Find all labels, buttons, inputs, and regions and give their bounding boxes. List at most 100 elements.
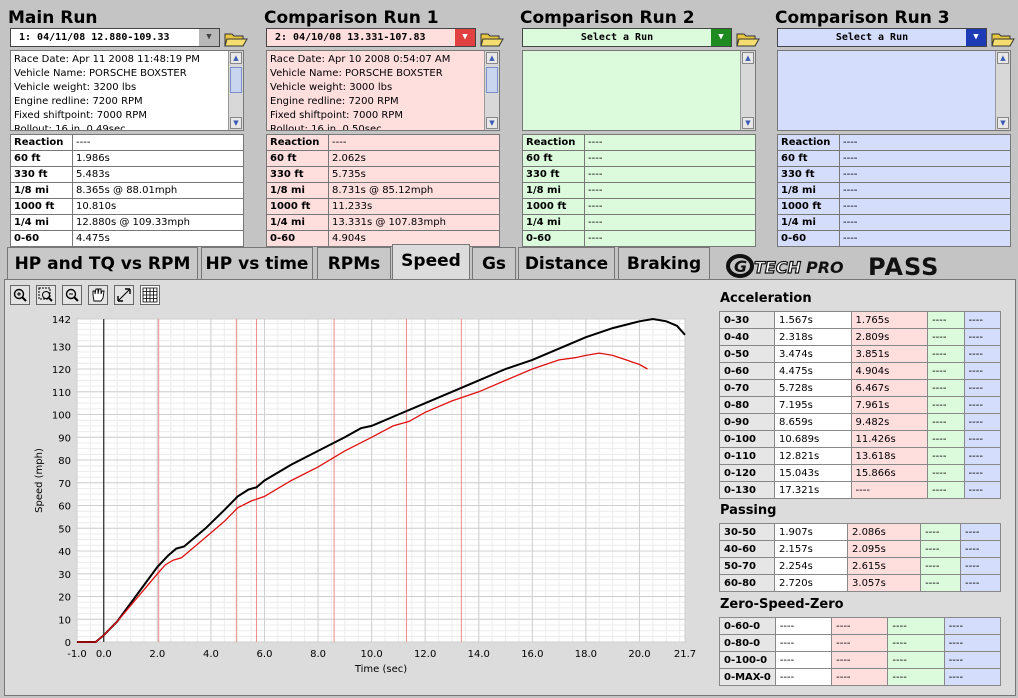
tab-rpms[interactable]: RPMs	[317, 247, 391, 280]
run-info-box-0[interactable]: Race Date: Apr 11 2008 11:48:19 PM Vehicl…	[10, 50, 244, 131]
run-selector-0[interactable]: 1: 04/11/08 12.880-109.33 ▼	[10, 28, 220, 47]
split-value: ----	[963, 396, 1002, 414]
scroll-down-icon[interactable]: ▼	[486, 117, 498, 129]
split-value: ----	[927, 396, 965, 414]
metric-value: 1.986s	[72, 150, 244, 167]
metric-value: ----	[584, 166, 756, 183]
run-title-0: Main Run	[8, 8, 98, 28]
run-info-box-2[interactable]: ▲ ▼	[522, 50, 756, 131]
split-value: 12.821s	[774, 447, 852, 465]
x-tick-label: 4.0	[203, 649, 219, 660]
table-row: 0-50 3.474s 3.851s ---- ----	[719, 345, 1002, 363]
open-folder-icon[interactable]	[736, 31, 760, 47]
table-row: 0-MAX-0 ---- ---- ---- ----	[719, 668, 1002, 686]
metric-value: ----	[839, 166, 1011, 183]
tab-hp-and-tq-vs-rpm[interactable]: HP and TQ vs RPM	[7, 247, 198, 280]
pan-hand-icon[interactable]	[88, 285, 108, 305]
y-tick-label: 20	[58, 593, 71, 604]
scroll-down-icon[interactable]: ▼	[997, 117, 1009, 129]
run-selector-3[interactable]: Select a Run ▼	[777, 28, 987, 47]
x-tick-label: 18.0	[575, 649, 597, 660]
table-row: 50-70 2.254s 2.615s ---- ----	[719, 557, 1001, 575]
open-folder-icon[interactable]	[480, 31, 504, 47]
gtech-pass-logo: G TECH PRO PASS	[718, 252, 1000, 281]
metric-row: 60 ft 1.986s	[10, 150, 244, 167]
metric-row: 330 ft ----	[522, 166, 756, 183]
metric-row: 60 ft 2.062s	[266, 150, 500, 167]
chevron-down-icon[interactable]: ▼	[455, 29, 475, 46]
y-tick-label: 120	[52, 365, 71, 376]
table-row: 0-90 8.659s 9.482s ---- ----	[719, 413, 1002, 431]
split-value: ----	[927, 345, 965, 363]
split-value: ----	[927, 413, 965, 431]
metric-row: 1/4 mi ----	[777, 214, 1011, 231]
y-tick-label: 50	[58, 524, 71, 535]
metric-value: ----	[839, 182, 1011, 199]
run-info-scrollbar[interactable]: ▲ ▼	[484, 51, 499, 130]
scroll-thumb[interactable]	[230, 67, 242, 93]
plot-area[interactable]	[76, 318, 686, 643]
metric-value: ----	[584, 198, 756, 215]
tab-hp-vs-time[interactable]: HP vs time	[201, 247, 313, 280]
fit-icon[interactable]	[114, 285, 134, 305]
acceleration-table: 0-30 1.567s 1.765s ---- ---- 0-40 2.318s 2.809s…	[719, 311, 1002, 499]
split-label: 0-70	[719, 379, 775, 397]
split-label: 0-MAX-0	[719, 668, 776, 686]
metric-value: 2.062s	[328, 150, 500, 167]
run-info-line: Race Date: Apr 11 2008 11:48:19 PM	[14, 54, 200, 65]
logo-graphic: G TECH PRO PASS	[726, 253, 938, 281]
logo-g-ring	[726, 254, 754, 278]
scroll-thumb[interactable]	[486, 67, 498, 93]
split-value: ----	[887, 668, 945, 686]
grid-icon[interactable]	[140, 285, 160, 305]
chevron-down-icon[interactable]: ▼	[711, 29, 731, 46]
tab-gs[interactable]: Gs	[472, 247, 516, 280]
split-value: 7.195s	[774, 396, 852, 414]
run-info-line: Vehicle weight: 3200 lbs	[14, 82, 137, 93]
split-value: ----	[960, 557, 1001, 575]
split-value: 11.426s	[850, 430, 929, 448]
chevron-down-icon[interactable]: ▼	[199, 29, 219, 46]
split-label: 0-60	[719, 362, 775, 380]
run-info-scrollbar[interactable]: ▲ ▼	[995, 51, 1010, 130]
chevron-down-icon[interactable]: ▼	[966, 29, 986, 46]
metric-label: Reaction	[522, 134, 585, 151]
scroll-up-icon[interactable]: ▲	[230, 52, 242, 64]
zoom-out-icon[interactable]	[62, 285, 82, 305]
x-tick-label: 12.0	[414, 649, 436, 660]
scroll-up-icon[interactable]: ▲	[486, 52, 498, 64]
split-value: ----	[887, 651, 945, 669]
tab-speed[interactable]: Speed	[392, 244, 470, 280]
run-selector-value-2: Select a Run	[580, 32, 654, 43]
table-row: 0-80 7.195s 7.961s ---- ----	[719, 396, 1002, 414]
scroll-down-icon[interactable]: ▼	[742, 117, 754, 129]
speed-chart-svg[interactable]: -1.0 0.0 2.0 4.0 6.0 8.0 10.0 12.0 14.0 16.0 18.0 2…	[12, 309, 708, 689]
open-folder-icon[interactable]	[224, 31, 248, 47]
metric-label: 1/8 mi	[10, 182, 73, 199]
open-folder-icon[interactable]	[991, 31, 1015, 47]
run-selector-1[interactable]: 2: 04/10/08 13.331-107.83 ▼	[266, 28, 476, 47]
run-info-scrollbar[interactable]: ▲ ▼	[740, 51, 755, 130]
metric-label: 1/8 mi	[522, 182, 585, 199]
metric-label: 1000 ft	[522, 198, 585, 215]
scroll-up-icon[interactable]: ▲	[742, 52, 754, 64]
split-label: 40-60	[719, 540, 775, 558]
table-row: 0-40 2.318s 2.809s ---- ----	[719, 328, 1002, 346]
split-value: 10.689s	[774, 430, 852, 448]
run-selector-2[interactable]: Select a Run ▼	[522, 28, 732, 47]
zsz-table: 0-60-0 ---- ---- ---- ---- 0-80-0 ---- ---- ----…	[719, 617, 1002, 686]
tab-distance[interactable]: Distance	[518, 247, 615, 280]
zoom-in-icon[interactable]	[10, 285, 30, 305]
split-value: 1.765s	[850, 311, 929, 329]
run-info-scrollbar[interactable]: ▲ ▼	[228, 51, 243, 130]
run-info-box-1[interactable]: Race Date: Apr 10 2008 0:54:07 AM Vehicle…	[266, 50, 500, 131]
split-value: ----	[850, 481, 929, 499]
zoom-rect-icon[interactable]	[36, 285, 56, 305]
run-info-box-3[interactable]: ▲ ▼	[777, 50, 1011, 131]
tab-braking[interactable]: Braking	[618, 247, 710, 280]
speed-chart: -1.0 0.0 2.0 4.0 6.0 8.0 10.0 12.0 14.0 16.0 18.0 2…	[12, 309, 708, 689]
scroll-down-icon[interactable]: ▼	[230, 117, 242, 129]
split-value: 7.961s	[850, 396, 929, 414]
split-label: 0-100	[719, 430, 775, 448]
scroll-up-icon[interactable]: ▲	[997, 52, 1009, 64]
